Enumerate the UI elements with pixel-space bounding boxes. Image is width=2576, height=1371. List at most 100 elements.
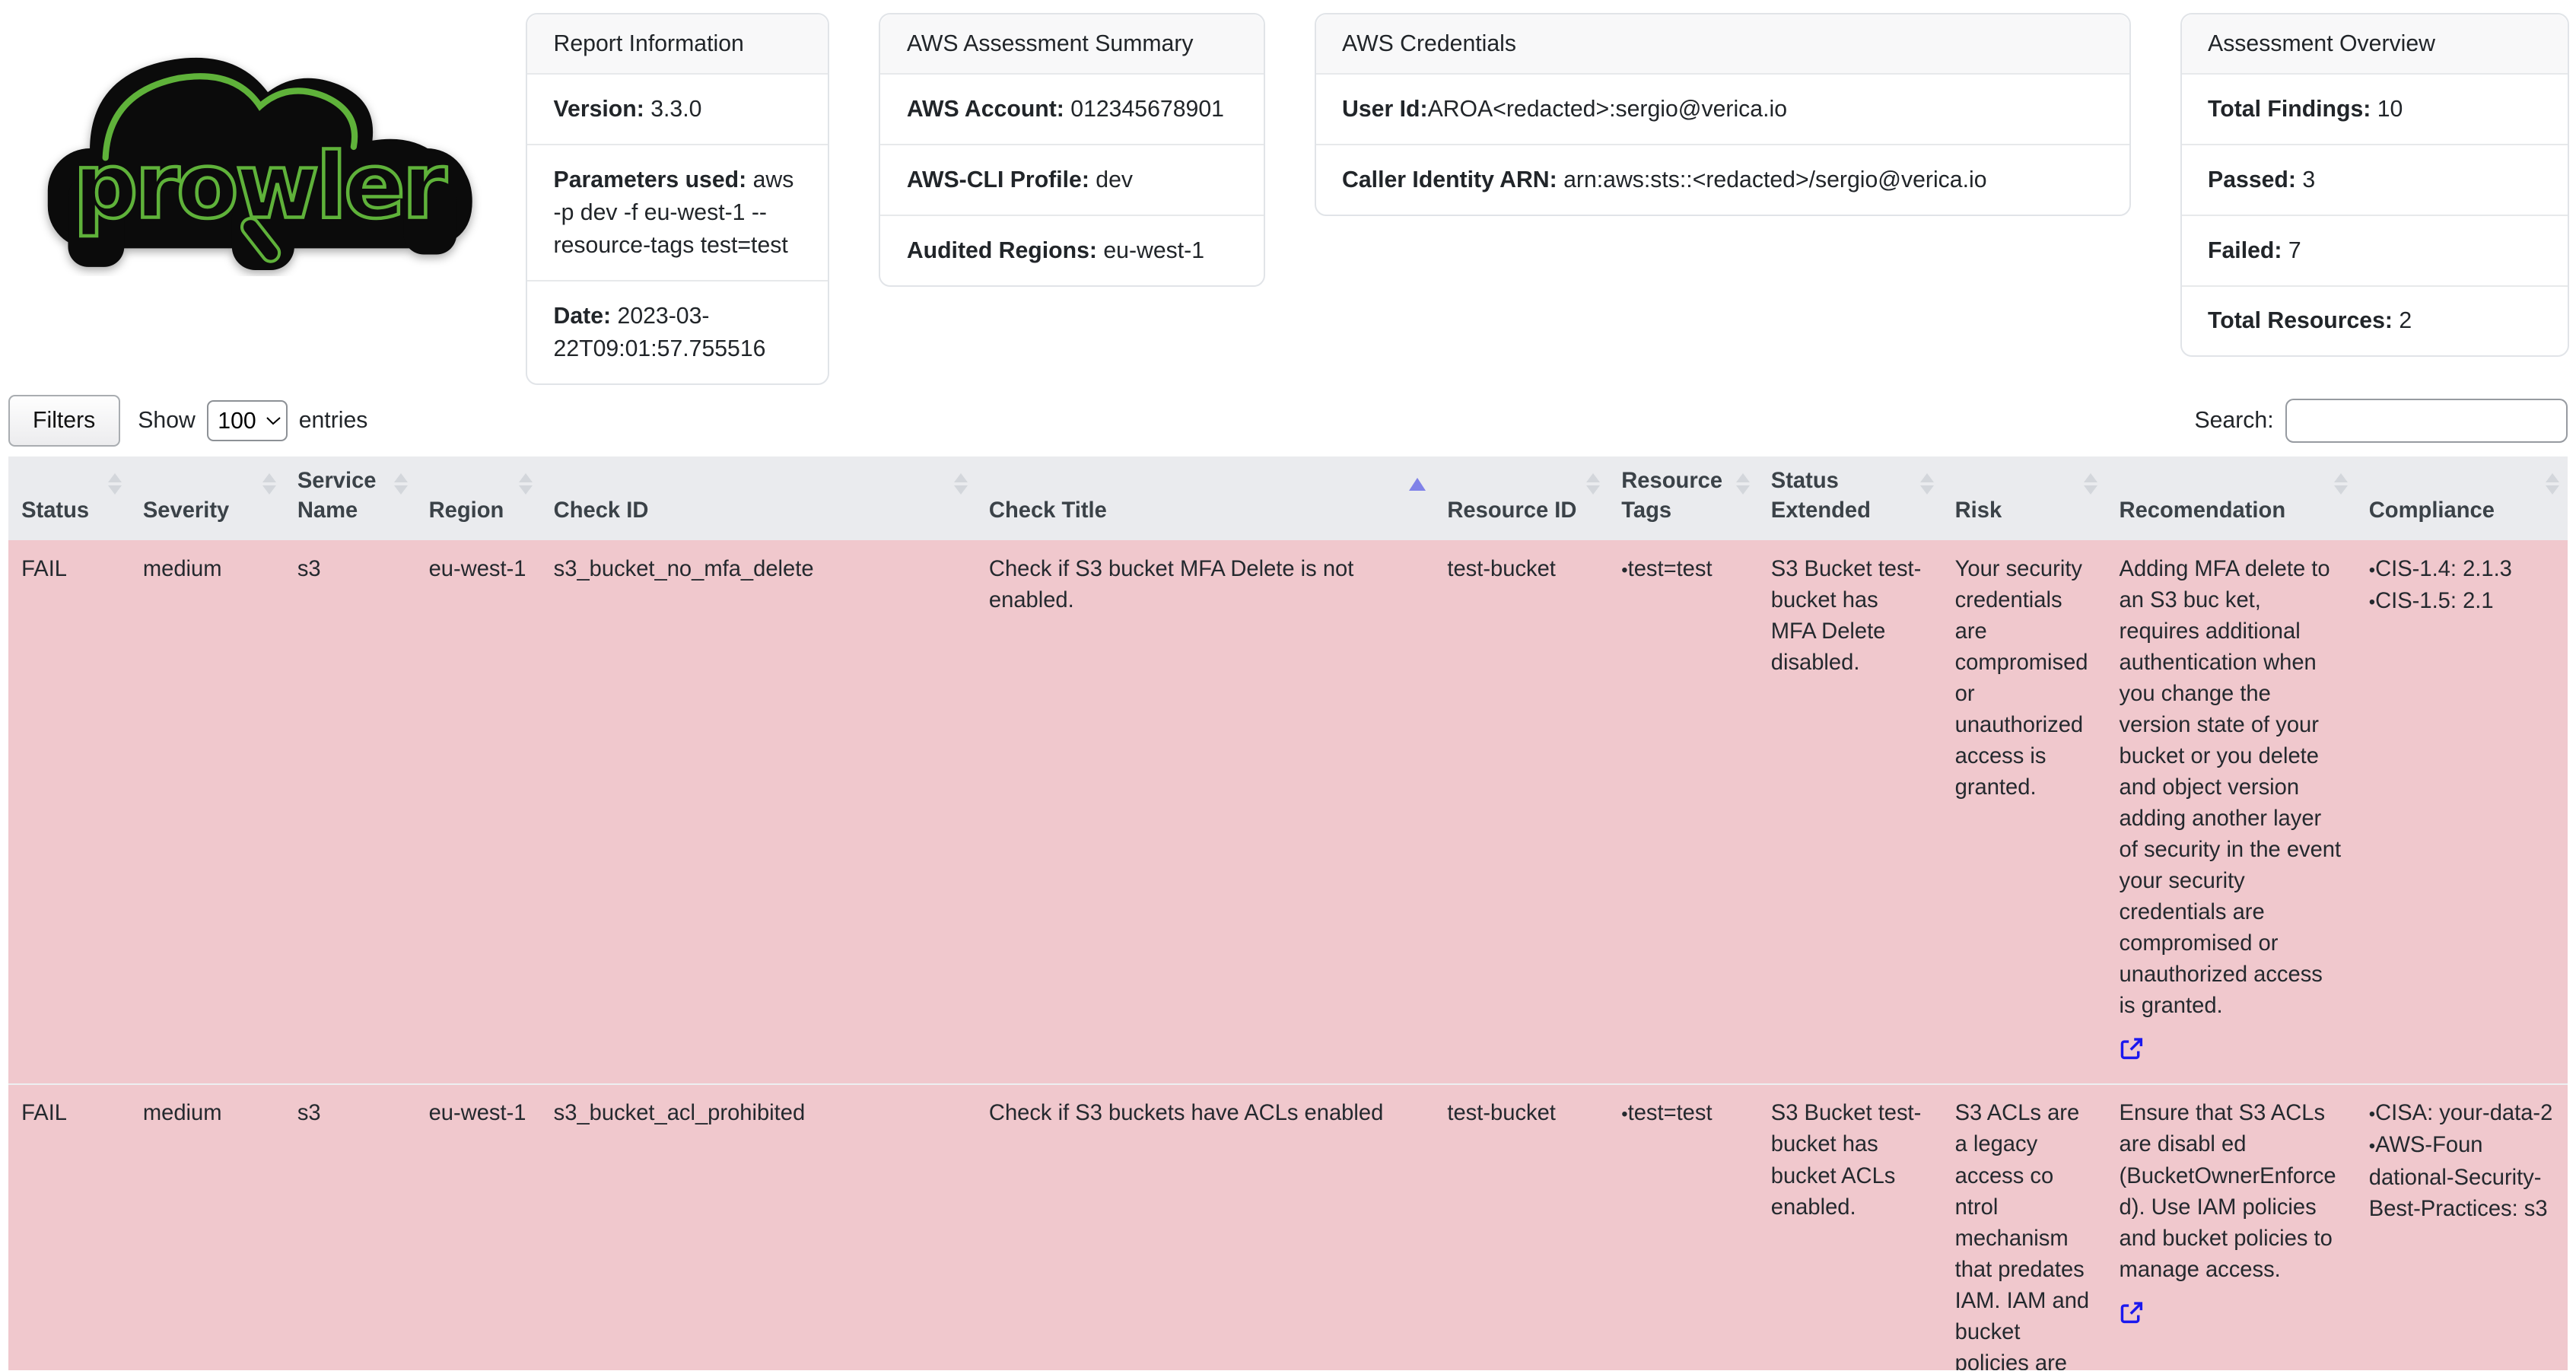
sort-icons — [518, 473, 533, 495]
table-row: FAIL medium s3 eu-west-1 s3_bucket_acl_p… — [8, 1083, 2568, 1370]
card-row: Caller Identity ARN: arn:aws:sts::<redac… — [1316, 145, 2129, 215]
column-label: Compliance — [2368, 498, 2495, 523]
check-id-cell: s3_bucket_acl_prohibited — [540, 1083, 976, 1370]
status-cell: FAIL — [8, 1083, 130, 1370]
check-title-cell: Check if S3 bucket MFA Delete is not ena… — [975, 540, 1435, 1085]
field-value: 2023-03-22T09:01:57.755516 — [553, 303, 766, 362]
card-row: Total Resources: 2 — [2182, 287, 2568, 356]
sort-asc-icon — [953, 473, 968, 482]
external-link-icon[interactable] — [2120, 1300, 2144, 1325]
summary-cards: Report Information Version: 3.3.0 Parame… — [526, 13, 2570, 386]
column-label: Status Extended — [1770, 469, 1871, 523]
sort-icons — [262, 473, 276, 495]
column-header-risk[interactable]: Risk — [1942, 456, 2107, 541]
recomendation-text: Ensure that S3 ACLs are disabl ed (Bucke… — [2119, 1101, 2336, 1282]
field-value: 2 — [2399, 308, 2412, 334]
search-label: Search: — [2194, 408, 2274, 434]
sort-asc-icon — [2084, 473, 2098, 482]
sort-icons — [393, 473, 408, 495]
service-name-cell: s3 — [284, 540, 416, 1085]
resource-id-cell: test-bucket — [1434, 540, 1608, 1085]
sort-desc-icon — [518, 485, 533, 495]
search-input[interactable] — [2285, 398, 2568, 444]
logo-magnifier-handle — [240, 216, 281, 263]
recomendation-text: Adding MFA delete to an S3 buc ket, requ… — [2119, 556, 2342, 1019]
sort-icons — [2546, 473, 2560, 495]
field-label: AWS-CLI Profile: — [906, 167, 1096, 192]
card-row: Total Findings: 10 — [2181, 75, 2568, 146]
field-value: 10 — [2377, 97, 2403, 122]
card-row: Version: 3.3.0 — [527, 75, 828, 146]
entries-label: entries — [298, 408, 368, 434]
sort-desc-icon — [953, 485, 968, 495]
column-label: Resource ID — [1447, 498, 1577, 523]
card-row: Date: 2023-03-22T09:01:57.755516 — [527, 282, 828, 383]
column-label: Check ID — [553, 498, 649, 523]
external-link-icon[interactable] — [2120, 1036, 2144, 1061]
filters-button[interactable]: Filters — [8, 395, 120, 447]
report-information-card: Report Information Version: 3.3.0 Parame… — [526, 13, 830, 386]
field-value: eu-west-1 — [1103, 237, 1205, 263]
recomendation-cell: Adding MFA delete to an S3 buc ket, requ… — [2106, 540, 2356, 1085]
sort-icons — [1586, 473, 1601, 495]
column-header-check-id[interactable]: Check ID — [540, 456, 976, 541]
column-header-status[interactable]: Status — [8, 456, 130, 541]
field-label: Failed: — [2208, 237, 2288, 263]
column-header-resource-tags[interactable]: Resource Tags — [1608, 456, 1758, 541]
logo-cloud-outline — [102, 72, 358, 161]
column-label: Region — [428, 498, 504, 523]
severity-cell: medium — [129, 540, 285, 1085]
field-value: dev — [1096, 167, 1134, 192]
region-cell: eu-west-1 — [415, 1083, 541, 1370]
sort-asc-icon — [262, 473, 276, 482]
column-header-compliance[interactable]: Compliance — [2355, 456, 2568, 541]
check-title-cell: Check if S3 buckets have ACLs enabled — [975, 1083, 1435, 1370]
card-row: Parameters used: aws -p dev -f eu-west-1… — [527, 145, 828, 282]
sort-desc-icon — [1586, 485, 1601, 495]
field-label: Total Findings: — [2208, 97, 2377, 122]
card-row: AWS Account: 012345678901 — [880, 75, 1264, 146]
resource-tag: test=test — [1621, 557, 1712, 581]
resource-tags-cell: test=test — [1608, 540, 1758, 1085]
table-header-row: Status Severity Service Name Region Chec… — [8, 456, 2568, 541]
risk-cell: S3 ACLs are a legacy access co ntrol mec… — [1942, 1083, 2107, 1370]
sort-icons — [2084, 473, 2098, 495]
sort-icons — [1919, 473, 1934, 495]
column-header-check-title[interactable]: Check Title — [975, 456, 1435, 541]
show-entries-label: Show — [138, 408, 196, 434]
sort-icons — [953, 473, 968, 495]
sort-desc-icon — [1919, 485, 1934, 495]
field-value: arn:aws:sts::<redacted>/sergio@verica.io — [1563, 167, 1987, 192]
field-value: 7 — [2288, 237, 2301, 263]
column-header-region[interactable]: Region — [415, 456, 541, 541]
card-title: Report Information — [527, 14, 828, 75]
status-cell: FAIL — [8, 540, 130, 1085]
resource-id-cell: test-bucket — [1434, 1083, 1608, 1370]
column-label: Service Name — [297, 469, 377, 523]
field-label: Passed: — [2208, 167, 2303, 192]
table-row: FAIL medium s3 eu-west-1 s3_bucket_no_mf… — [8, 540, 2568, 1085]
column-header-status-extended[interactable]: Status Extended — [1757, 456, 1942, 541]
card-row: User Id:AROA<redacted>:sergio@verica.io — [1315, 75, 2129, 146]
card-row: Failed: 7 — [2181, 216, 2568, 287]
card-row: Passed: 3 — [2181, 145, 2568, 216]
sort-desc-icon — [1735, 485, 1750, 495]
field-label: Caller Identity ARN: — [1342, 167, 1564, 192]
field-label: Date: — [553, 303, 618, 329]
field-label: Version: — [553, 97, 651, 122]
sort-desc-icon — [2084, 485, 2098, 495]
sort-desc-icon — [262, 485, 276, 495]
service-name-cell: s3 — [284, 1083, 416, 1370]
column-header-resource-id[interactable]: Resource ID — [1434, 456, 1608, 541]
sort-desc-icon — [2333, 485, 2348, 495]
resource-tags-cell: test=test — [1608, 1083, 1758, 1370]
card-title: AWS Credentials — [1315, 14, 2129, 75]
field-label: User Id: — [1342, 97, 1428, 122]
column-header-service-name[interactable]: Service Name — [284, 456, 416, 541]
field-label: Audited Regions: — [906, 237, 1104, 263]
page-size-select[interactable]: 100 — [206, 400, 288, 442]
column-header-severity[interactable]: Severity — [129, 456, 285, 541]
column-header-recomendation[interactable]: Recomendation — [2106, 456, 2356, 541]
column-label: Recomendation — [2119, 498, 2286, 523]
prowler-logo-svg: prowler — [48, 57, 473, 270]
